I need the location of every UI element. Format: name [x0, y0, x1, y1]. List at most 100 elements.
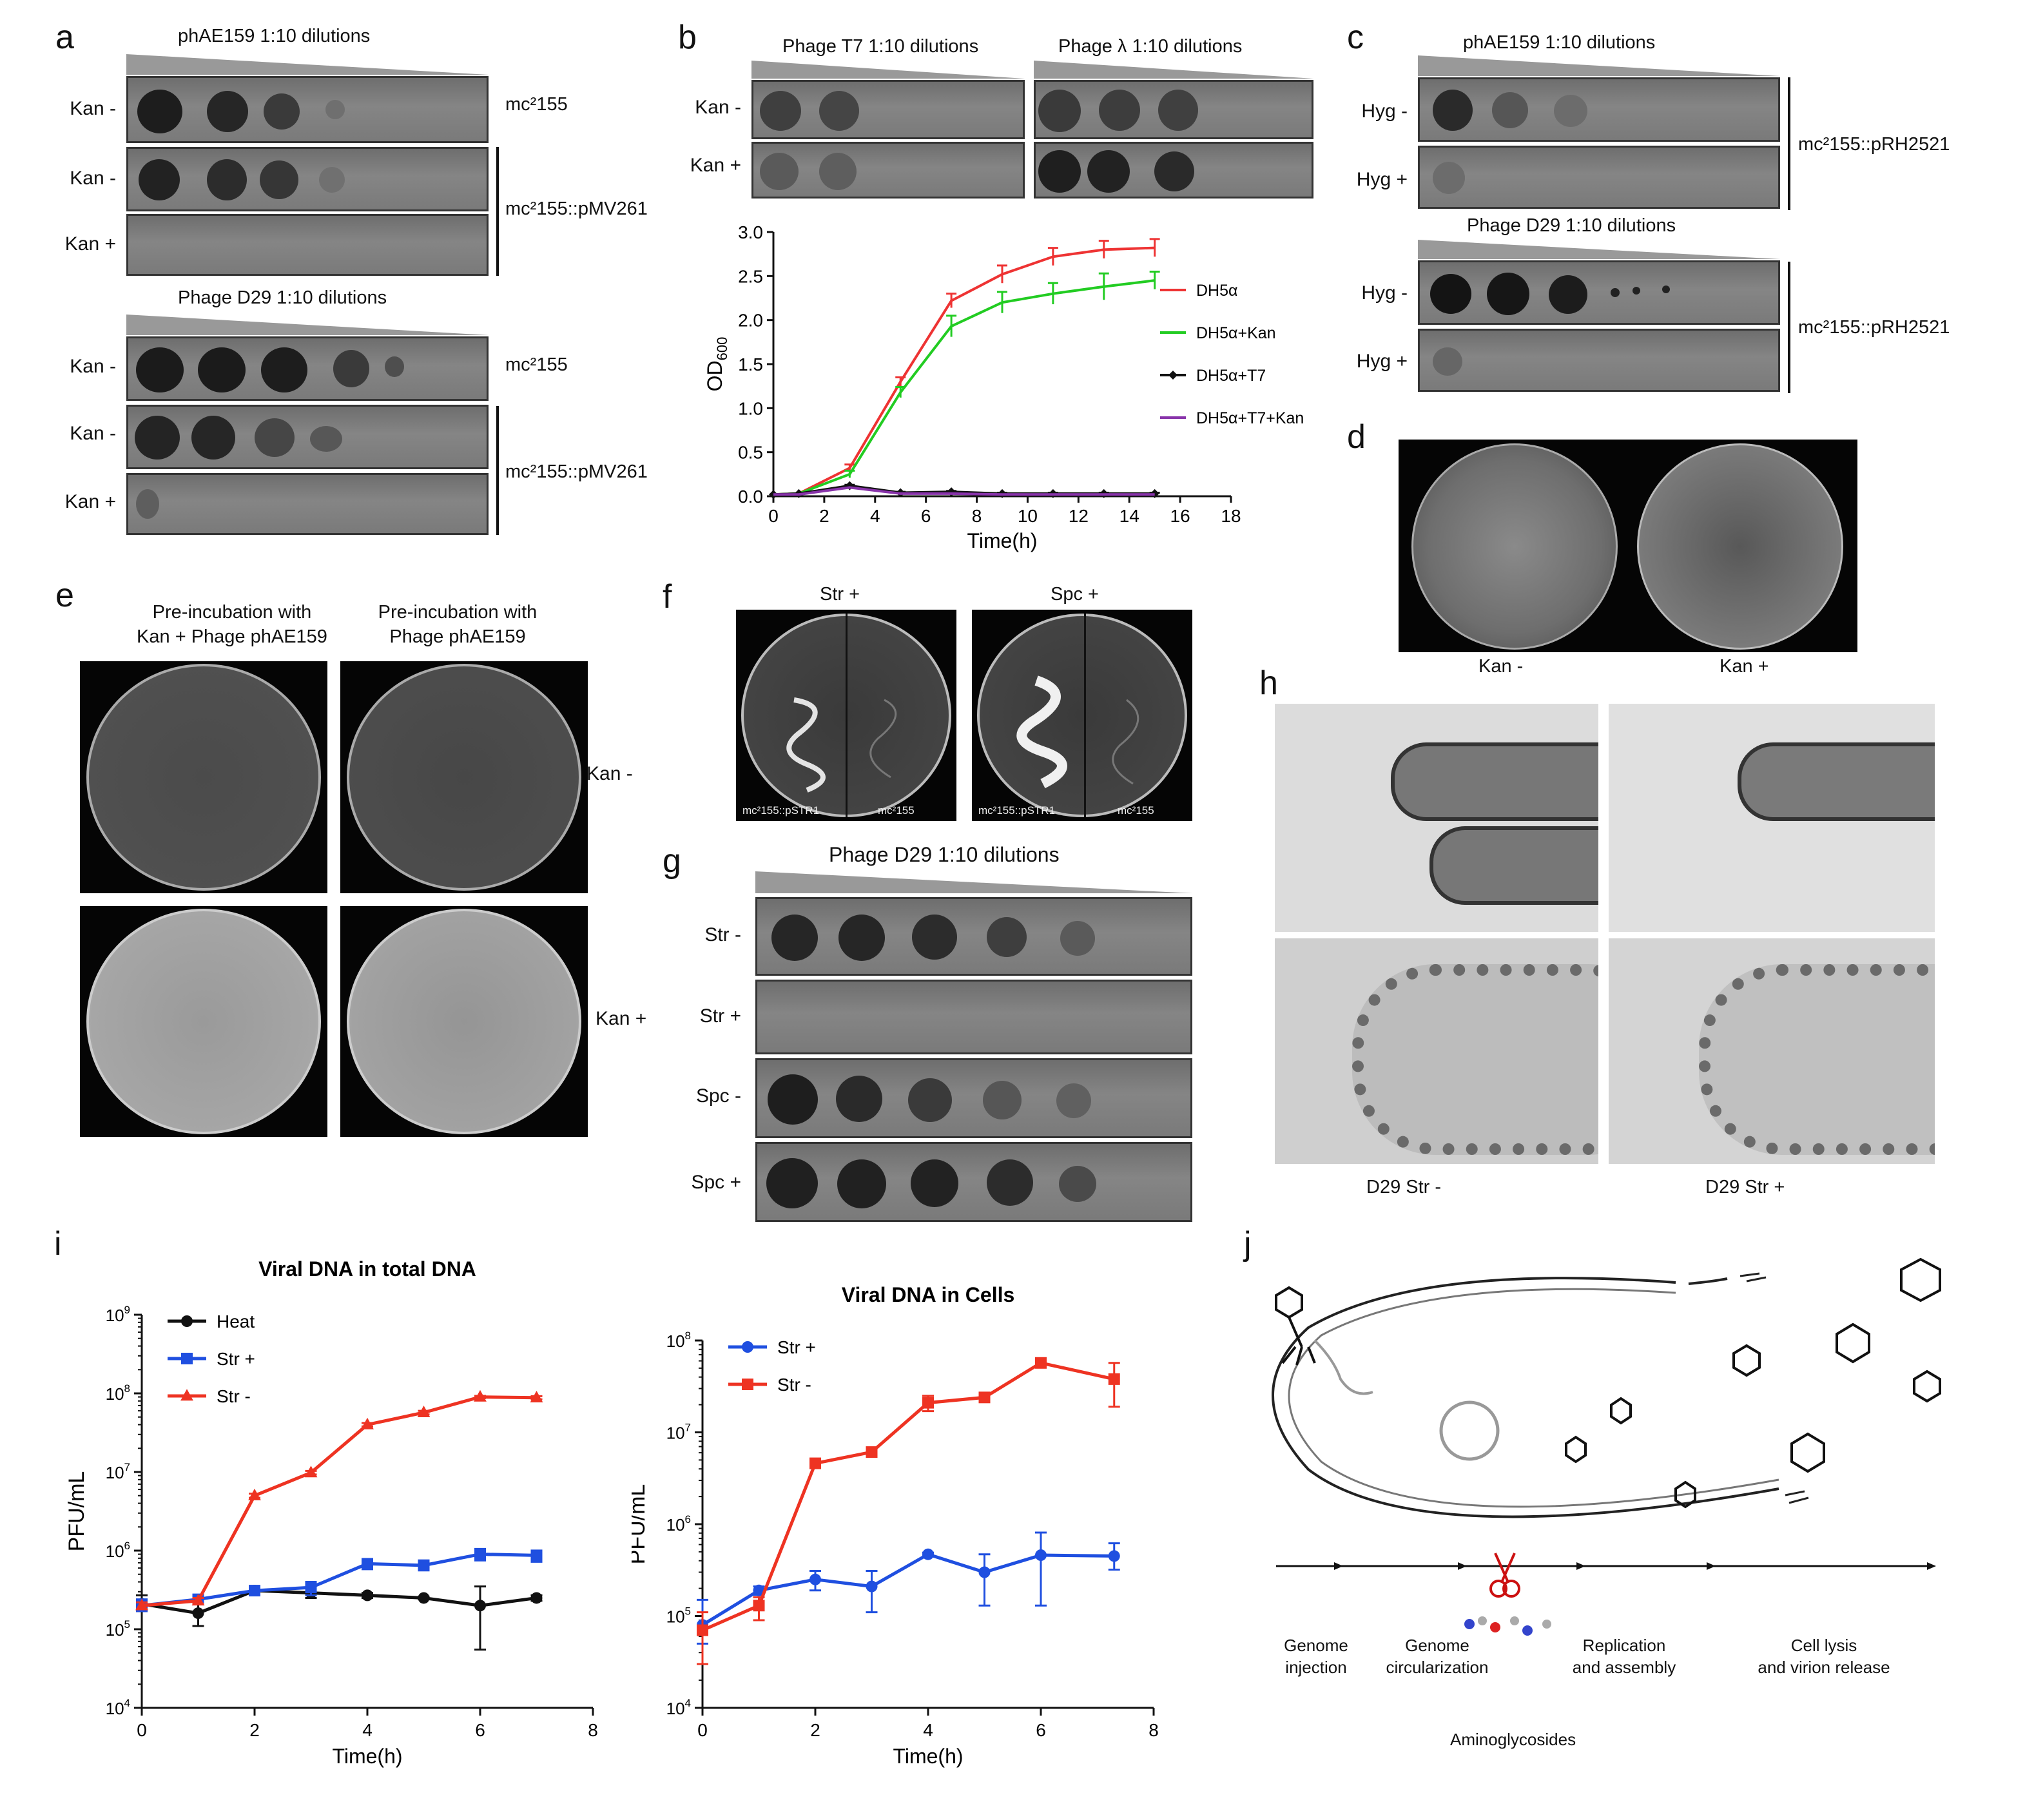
- series-line: [701, 1361, 1115, 1632]
- plate-photo: [340, 906, 588, 1137]
- row-label: Spc +: [691, 1172, 741, 1193]
- col-header: Pre-incubation with: [152, 602, 312, 623]
- data-point: [947, 487, 956, 497]
- legend-label: DH5α: [1196, 282, 1237, 300]
- data-point: [809, 1457, 821, 1469]
- spot-strip: [755, 1058, 1192, 1138]
- y-axis-label: PFU/mL: [64, 1471, 89, 1552]
- x-tick-label: 8: [588, 1720, 598, 1740]
- y-tick-label: 1.0: [738, 398, 763, 418]
- row-label: Kan -: [695, 97, 741, 118]
- panel-g-title: Phage D29 1:10 dilutions: [829, 843, 1060, 866]
- strain-label: mc²155::pRH2521: [1798, 134, 1950, 155]
- spot-strip: [126, 336, 489, 401]
- row-label: Spc -: [695, 1085, 741, 1107]
- bracket: [496, 147, 499, 276]
- data-point: [809, 1573, 821, 1585]
- row-label: Kan +: [690, 155, 741, 176]
- panel-letter-d: d: [1347, 418, 1366, 456]
- step-label: Cell lysis: [1790, 1636, 1857, 1655]
- y-tick-label: 2.5: [738, 266, 763, 286]
- col-header: Pre-incubation with: [378, 602, 538, 623]
- data-point: [192, 1607, 204, 1620]
- step-label: Replication: [1582, 1636, 1666, 1655]
- spot-strip: [1418, 260, 1780, 325]
- y-tick-label: 2.0: [738, 311, 763, 331]
- row-label: Kan -: [70, 356, 116, 377]
- series-line: [773, 246, 1155, 496]
- x-tick-label: 2: [249, 1720, 260, 1740]
- x-tick-label: 2: [810, 1720, 820, 1740]
- panel-a-title-top: phAE159 1:10 dilutions: [178, 26, 371, 46]
- panel-c-title-bottom: Phage D29 1:10 dilutions: [1467, 215, 1676, 236]
- data-point: [474, 1600, 486, 1612]
- data-point: [181, 1353, 193, 1364]
- data-point: [530, 1390, 543, 1402]
- x-tick-label: 0: [137, 1720, 147, 1740]
- data-point: [362, 1558, 373, 1570]
- x-tick-label: 4: [923, 1720, 933, 1740]
- data-point: [191, 1594, 205, 1606]
- plate-photo: [1399, 440, 1857, 652]
- data-point: [417, 1405, 431, 1417]
- row-label: Str +: [699, 1005, 741, 1027]
- panel-letter-h: h: [1259, 664, 1278, 702]
- x-tick-label: 2: [819, 506, 829, 526]
- y-axis-label: OD600: [703, 337, 730, 392]
- y-tick-label: 109: [106, 1304, 130, 1325]
- data-point: [922, 1548, 934, 1560]
- phage-icon: [1275, 1286, 1316, 1366]
- data-point: [1035, 1549, 1047, 1562]
- strain-label: mc²155::pMV261: [505, 198, 648, 219]
- x-tick-label: 16: [1170, 506, 1190, 526]
- data-point: [742, 1341, 753, 1353]
- row-label: Kan +: [596, 1008, 647, 1029]
- row-label: Hyg +: [1356, 351, 1408, 372]
- plate-label: Kan +: [1720, 656, 1769, 677]
- tem-image: [1275, 938, 1598, 1164]
- dilution-wedge: [755, 871, 1192, 893]
- legend-label: Heat: [217, 1312, 255, 1331]
- chart-i-cells: Viral DNA in Cells 104 105 106 107 108 0 2 4 6 8 Ti…: [632, 1283, 1159, 1768]
- data-point: [418, 1592, 430, 1604]
- data-point: [530, 1549, 543, 1562]
- data-point: [1150, 489, 1159, 498]
- row-label: Hyg +: [1356, 169, 1408, 190]
- data-point: [304, 1466, 318, 1478]
- spot-strip: [1034, 142, 1313, 198]
- spot-strip: [126, 473, 489, 535]
- data-point: [978, 1391, 991, 1404]
- bracket: [1788, 77, 1790, 210]
- x-tick-label: 18: [1221, 506, 1241, 526]
- y-tick-label: 3.0: [738, 222, 763, 242]
- y-tick-label: 106: [106, 1540, 130, 1561]
- drug-label: Aminoglycosides: [1450, 1730, 1576, 1749]
- x-axis-label: Time(h): [332, 1745, 402, 1768]
- panel-letter-i: i: [54, 1225, 62, 1263]
- cell-envelope-outer: [1272, 1277, 1779, 1518]
- x-tick-label: 14: [1119, 506, 1139, 526]
- scissors-icon: [1489, 1553, 1520, 1598]
- row-label: Kan +: [64, 233, 116, 255]
- data-point: [249, 1585, 260, 1597]
- spot-strip: [755, 897, 1192, 976]
- data-point: [1035, 1357, 1047, 1369]
- panel-letter-j: j: [1244, 1225, 1252, 1263]
- row-label: Hyg -: [1361, 101, 1408, 122]
- y-tick-label: 106: [666, 1513, 691, 1534]
- tem-image: [1609, 938, 1935, 1164]
- data-point: [1168, 371, 1177, 380]
- y-tick-label: 107: [666, 1422, 691, 1443]
- bracket: [1788, 262, 1790, 393]
- phage-infection-diagram: [1272, 1257, 1941, 1636]
- dilution-wedge: [1034, 61, 1313, 79]
- x-tick-label: 8: [972, 506, 982, 526]
- spot-strip: [1418, 329, 1780, 392]
- spot-strip: [751, 142, 1025, 198]
- data-point: [362, 1589, 373, 1602]
- data-point: [866, 1446, 878, 1458]
- plate-photo: mc²155::pSTR1 mc²155: [736, 610, 956, 821]
- strain-label: mc²155: [505, 94, 568, 115]
- panel-letter-c: c: [1347, 19, 1364, 56]
- plate-title: Str +: [820, 584, 860, 605]
